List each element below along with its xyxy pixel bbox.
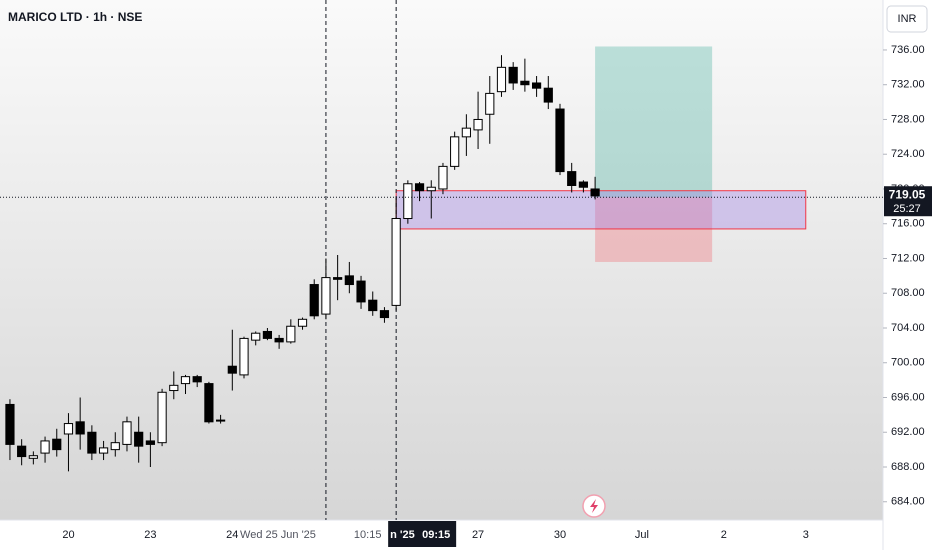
x-tick-label: 2 — [721, 529, 727, 541]
candle-body — [145, 440, 155, 445]
currency-button[interactable] — [886, 5, 928, 33]
candle-body — [590, 188, 600, 197]
x-tick-label: 30 — [554, 529, 566, 541]
candle-body — [297, 318, 308, 327]
candle-body — [379, 310, 390, 319]
x-tick-label: 23 — [144, 529, 156, 541]
candle-body — [251, 332, 261, 341]
y-tick-label: 736.00 — [891, 44, 925, 56]
candle-body — [239, 337, 249, 376]
x-tick-label: 3 — [803, 529, 809, 541]
candle-body — [204, 383, 214, 423]
candle-body — [508, 66, 518, 84]
x-tick-label: 20 — [62, 529, 74, 541]
candle-body — [485, 92, 495, 115]
candle-body — [426, 186, 436, 192]
candle-body — [555, 108, 565, 173]
candle-body — [40, 440, 50, 454]
x-tick-label: Jul — [635, 529, 649, 541]
candle-body — [473, 118, 483, 131]
candle-body — [286, 325, 296, 343]
candle-body — [496, 66, 507, 93]
candle-body — [461, 127, 471, 138]
candle-body — [403, 183, 413, 220]
y-tick-label: 688.00 — [891, 461, 925, 473]
candle-body — [122, 421, 132, 445]
crosshair-date: Wed 25 Jun '25 — [240, 529, 316, 541]
candle-body — [520, 80, 530, 86]
candle-body — [414, 183, 425, 192]
candle-body — [216, 419, 226, 422]
y-tick-label: 684.00 — [891, 496, 925, 508]
candle-body — [98, 447, 109, 454]
candle-body — [262, 330, 273, 339]
y-tick-label: 724.00 — [891, 148, 925, 160]
candle-body — [531, 82, 542, 89]
crosshair-time: 10:15 — [354, 529, 382, 541]
y-tick-label: 704.00 — [891, 322, 925, 334]
position-target — [595, 46, 713, 198]
crosshair-label-box — [388, 521, 457, 547]
candle-body — [5, 403, 15, 445]
y-tick-label: 700.00 — [891, 357, 925, 369]
candle-body — [391, 218, 401, 306]
candle-body — [227, 365, 237, 374]
candle-body — [157, 391, 167, 444]
chart-layer — [0, 0, 883, 520]
countdown-label: 25:27 — [893, 203, 921, 215]
chart-title: MARICO LTD · 1h · NSE — [8, 10, 142, 24]
candle-body — [356, 280, 366, 303]
y-tick-label: 716.00 — [891, 218, 925, 230]
candle-body — [450, 136, 460, 167]
x-tick-label: 24 — [226, 529, 238, 541]
candle-body — [17, 445, 27, 458]
candle-body — [180, 376, 191, 385]
alert-bolt — [590, 499, 598, 513]
y-tick-label: 712.00 — [891, 252, 925, 264]
candle-body — [169, 384, 179, 392]
zone — [395, 190, 807, 230]
candle-body — [344, 275, 354, 286]
candle-body — [321, 277, 331, 315]
candle-body — [87, 431, 97, 454]
candle-body — [438, 165, 448, 190]
candle-body — [274, 337, 284, 343]
currency-label[interactable]: INR — [898, 13, 917, 25]
price-axis — [883, 0, 932, 550]
y-tick-label: 732.00 — [891, 79, 925, 91]
candle-body — [134, 431, 144, 447]
position-stop — [595, 197, 713, 262]
last-price-label: 719.05 — [889, 187, 926, 201]
candle-body — [567, 171, 577, 186]
candle-body — [333, 277, 343, 280]
crosshair-date: n '25 — [390, 529, 415, 541]
y-tick-label: 696.00 — [891, 391, 925, 403]
candle-body — [75, 421, 85, 435]
x-tick-label: 27 — [472, 529, 484, 541]
y-tick-label: 728.00 — [891, 113, 925, 125]
candle-body — [28, 455, 38, 459]
candle-body — [543, 87, 553, 103]
y-tick-label: 692.00 — [891, 426, 925, 438]
last-price-box — [884, 186, 932, 217]
candle-body — [309, 284, 319, 317]
candle-body — [63, 423, 74, 435]
candle-body — [578, 181, 588, 188]
crosshair-time: 09:15 — [422, 529, 450, 541]
candle-body — [192, 376, 202, 383]
candle-body — [110, 442, 120, 451]
plot-background — [0, 0, 883, 520]
y-tick-label: 708.00 — [891, 287, 925, 299]
candle-body — [52, 438, 62, 451]
candle-body — [368, 299, 378, 312]
